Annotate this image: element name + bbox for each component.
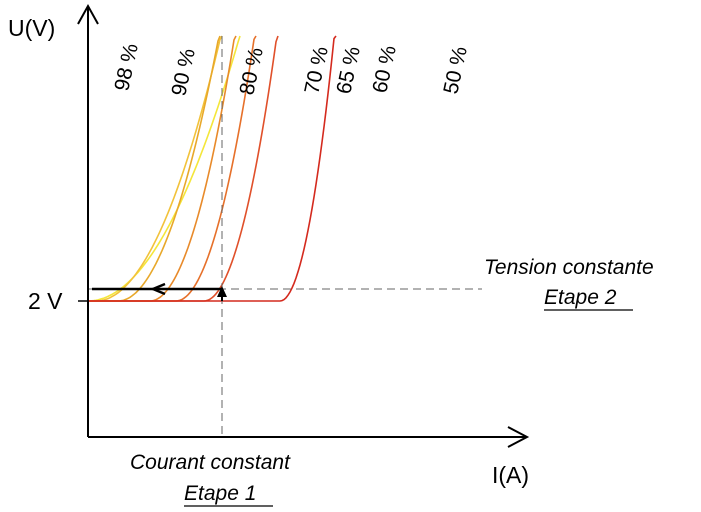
current-phase-arrow-head — [217, 286, 227, 297]
courant-constant-label: Courant constant — [130, 451, 291, 474]
curve-labels-group: 98 % 90 % 80 % 70 % 65 % 60 % 50 % — [110, 41, 471, 98]
curve-label-50: 50 % — [439, 44, 471, 96]
curve-label-98: 98 % — [110, 41, 142, 93]
curve-label-80: 80 % — [235, 45, 267, 97]
y-axis-label: U(V) — [8, 15, 55, 41]
curve-label-90: 90 % — [167, 46, 199, 98]
curve-label-60: 60 % — [368, 43, 400, 95]
curve-98-percent — [88, 35, 241, 302]
curve-label-65: 65 % — [332, 44, 364, 96]
x-axis-label: I(A) — [492, 462, 529, 488]
etape-1-label: Etape 1 — [184, 482, 256, 505]
curve-80-percent — [88, 35, 221, 302]
y-axis-arrow-icon — [77, 3, 99, 25]
tension-constante-label: Tension constante — [484, 256, 654, 279]
curve-65-percent — [88, 35, 257, 302]
curve-90-percent — [88, 35, 223, 302]
curve-60-percent — [88, 35, 279, 302]
curves-group — [88, 35, 337, 302]
curve-70-percent — [88, 35, 237, 302]
x-axis-arrow-icon — [507, 426, 530, 448]
y-tick-label: 2 V — [28, 288, 63, 314]
voltage-phase-arrow-head — [149, 282, 166, 296]
etape-2-label: Etape 2 — [544, 286, 617, 309]
curve-50-percent — [88, 35, 337, 302]
